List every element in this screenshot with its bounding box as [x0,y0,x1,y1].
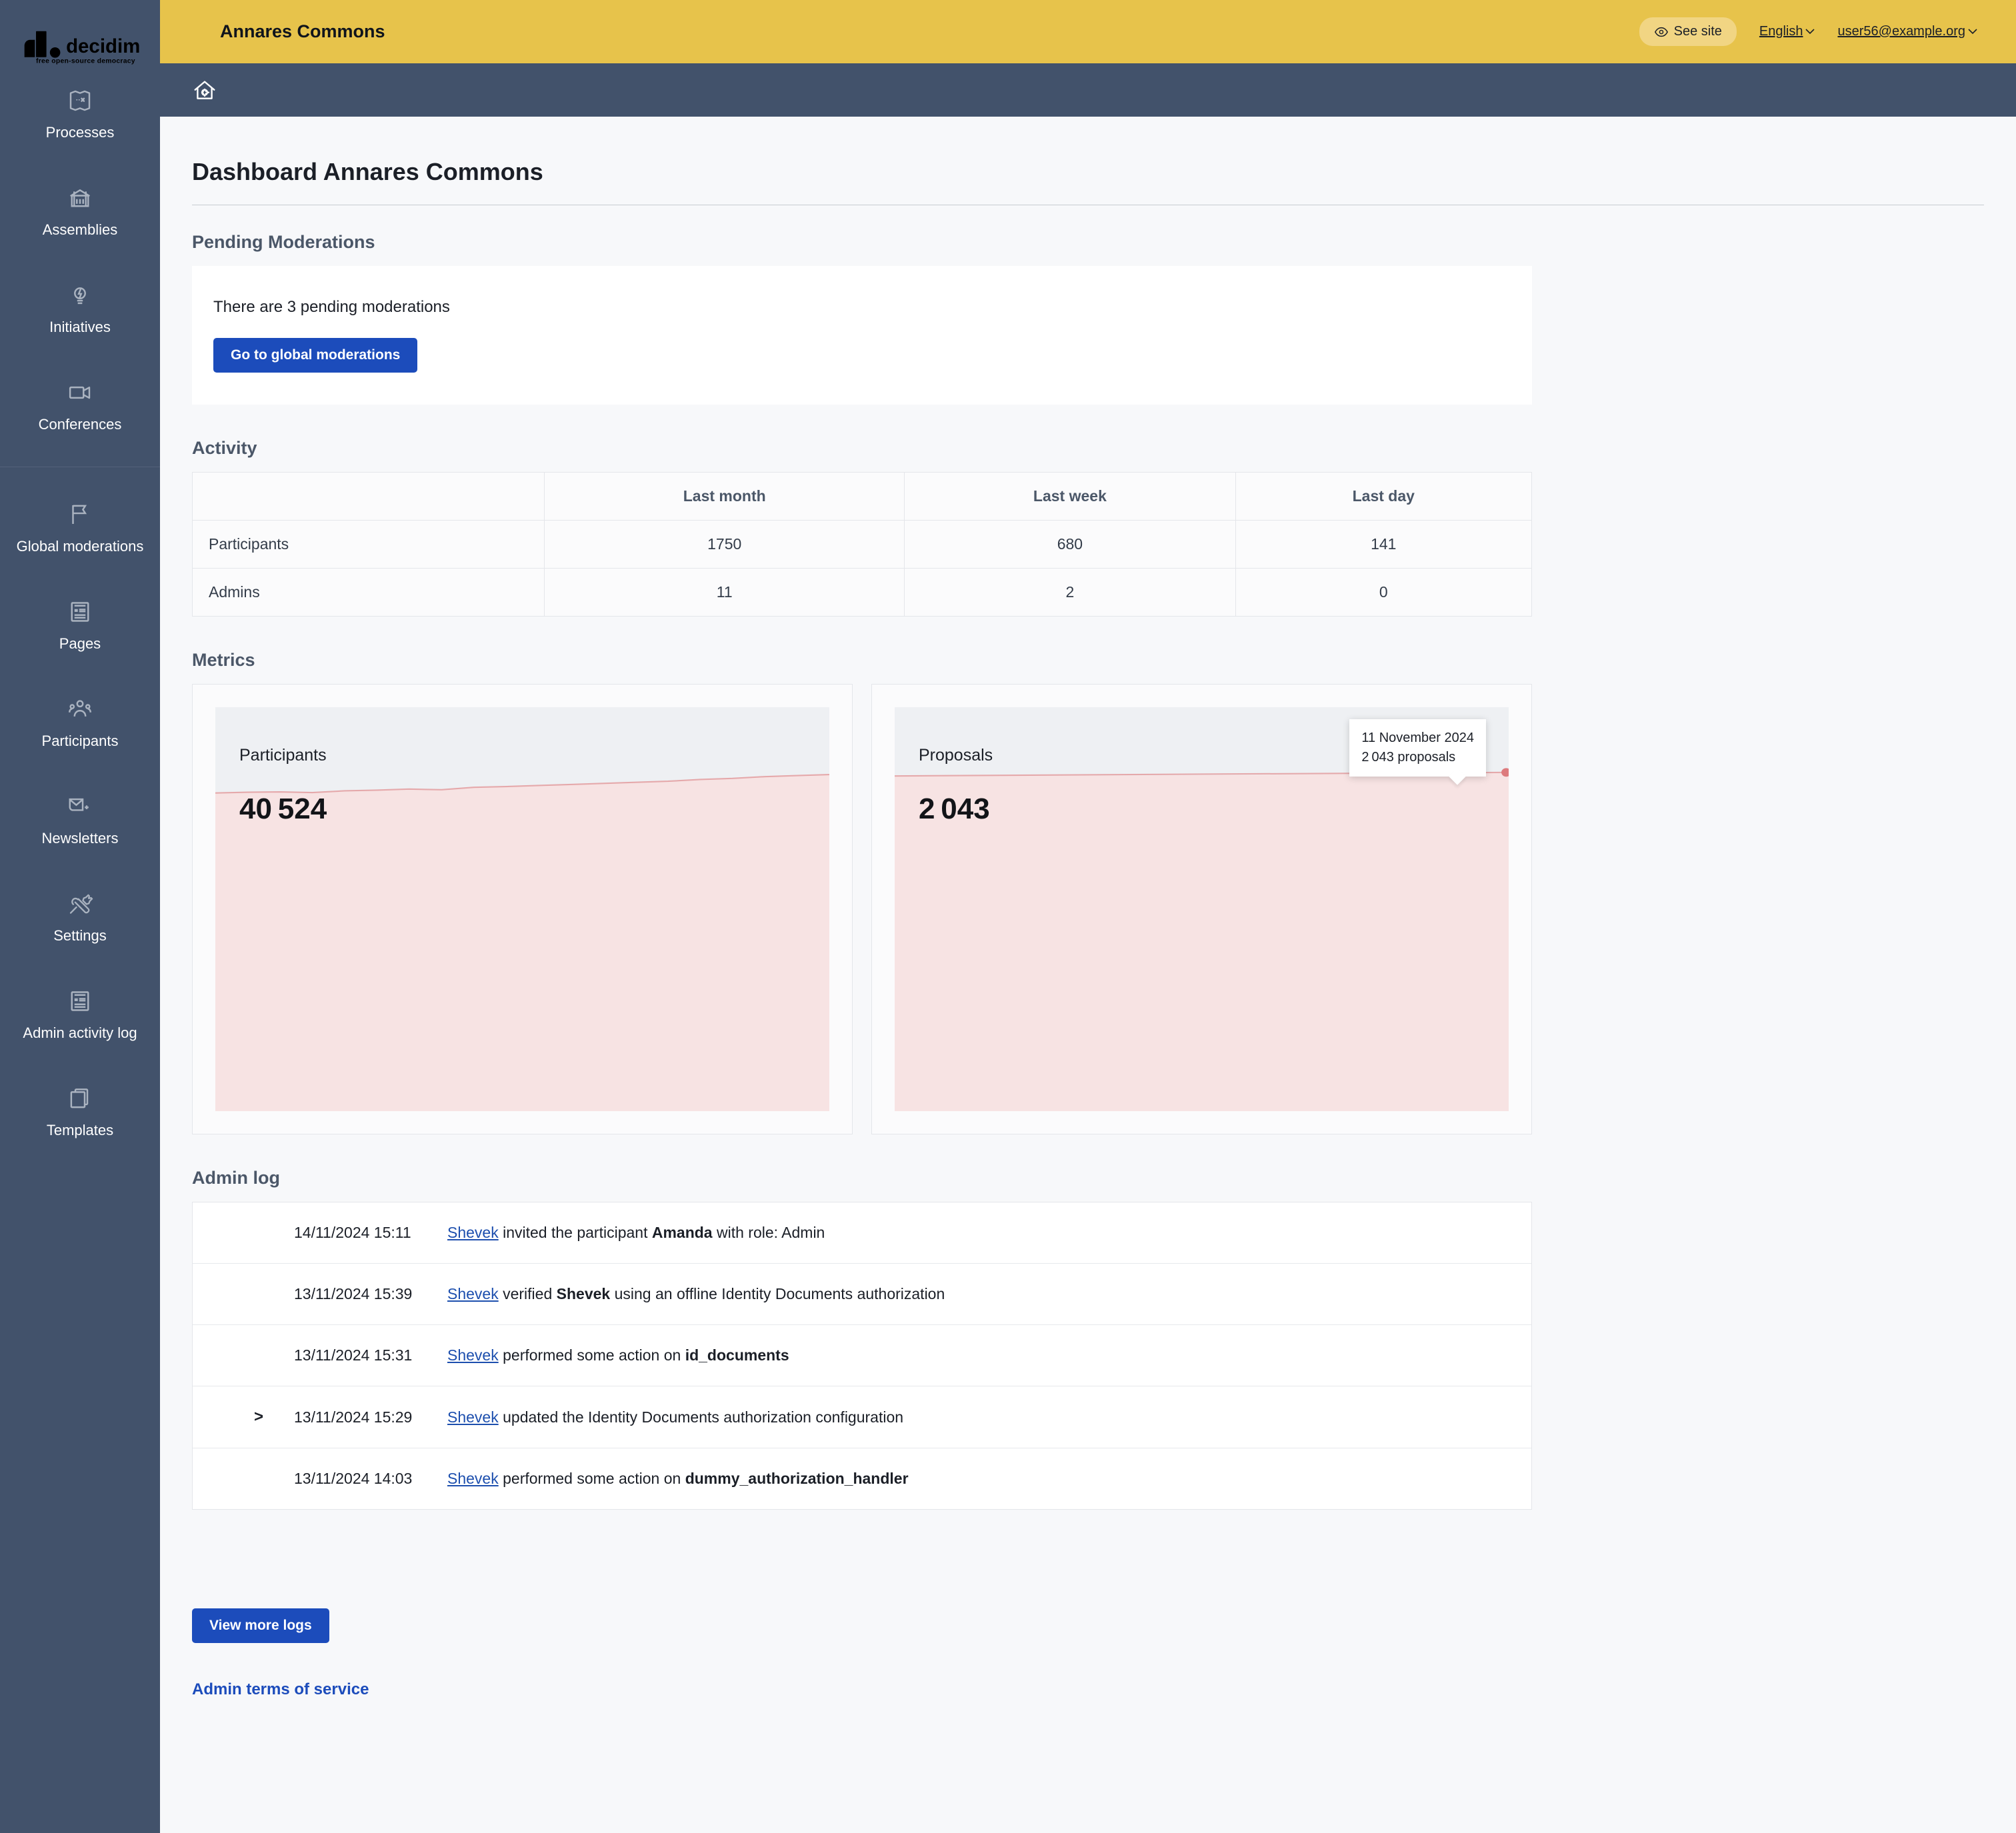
svg-text:free open-source democracy: free open-source democracy [36,57,135,65]
svg-text:decidim: decidim [66,35,140,57]
